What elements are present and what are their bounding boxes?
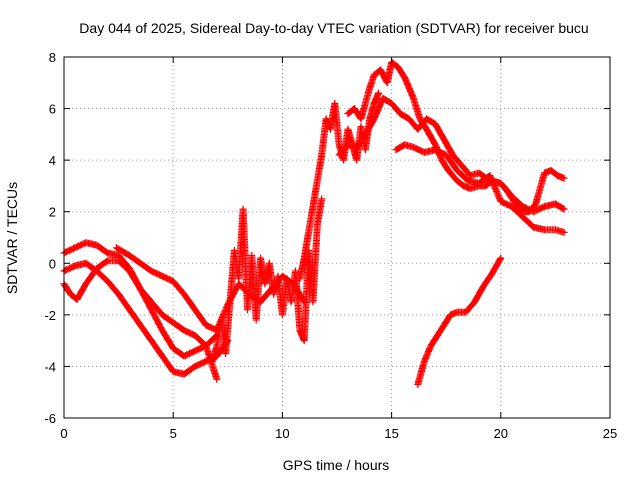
y-tick-label: 8 (49, 50, 56, 65)
x-tick-label: 5 (170, 426, 177, 441)
marker-trace (60, 259, 232, 378)
y-tick-label: -2 (44, 308, 56, 323)
marker-trace (414, 254, 505, 388)
x-tick-label: 15 (384, 426, 398, 441)
x-tick-label: 10 (275, 426, 289, 441)
series-track-g-peak (344, 58, 568, 216)
series-track-h-mid (335, 94, 568, 216)
y-tick-label: -6 (44, 411, 56, 426)
marker-trace (344, 58, 568, 216)
x-tick-label: 20 (494, 426, 508, 441)
y-axis-label: SDTVAR / TECUs (4, 182, 20, 294)
y-tick-label: 0 (49, 256, 56, 271)
x-tick-label: 0 (60, 426, 67, 441)
series-track-a (60, 239, 221, 360)
y-tick-label: 6 (49, 102, 56, 117)
x-axis: 0 5 10 15 20 25 (60, 57, 617, 441)
plot-frame (63, 56, 611, 419)
y-tick-label: -4 (44, 359, 56, 374)
plot-area (60, 58, 568, 388)
series-track-b (60, 259, 232, 378)
series-track-e-noisy (209, 195, 326, 365)
marker-trace (335, 94, 568, 216)
marker-trace (392, 141, 568, 236)
x-tick-label: 25 (603, 426, 617, 441)
marker-trace (209, 195, 326, 365)
y-tick-label: 4 (49, 153, 56, 168)
marker-trace (60, 239, 221, 360)
y-axis: -6 -4 -2 0 2 4 6 8 (44, 50, 610, 426)
series-track-i-low (392, 141, 568, 236)
chart-title: Day 044 of 2025, Sidereal Day-to-day VTE… (79, 20, 588, 36)
y-tick-label: 2 (49, 205, 56, 220)
x-axis-label: GPS time / hours (283, 457, 390, 473)
series-track-j (414, 254, 505, 388)
